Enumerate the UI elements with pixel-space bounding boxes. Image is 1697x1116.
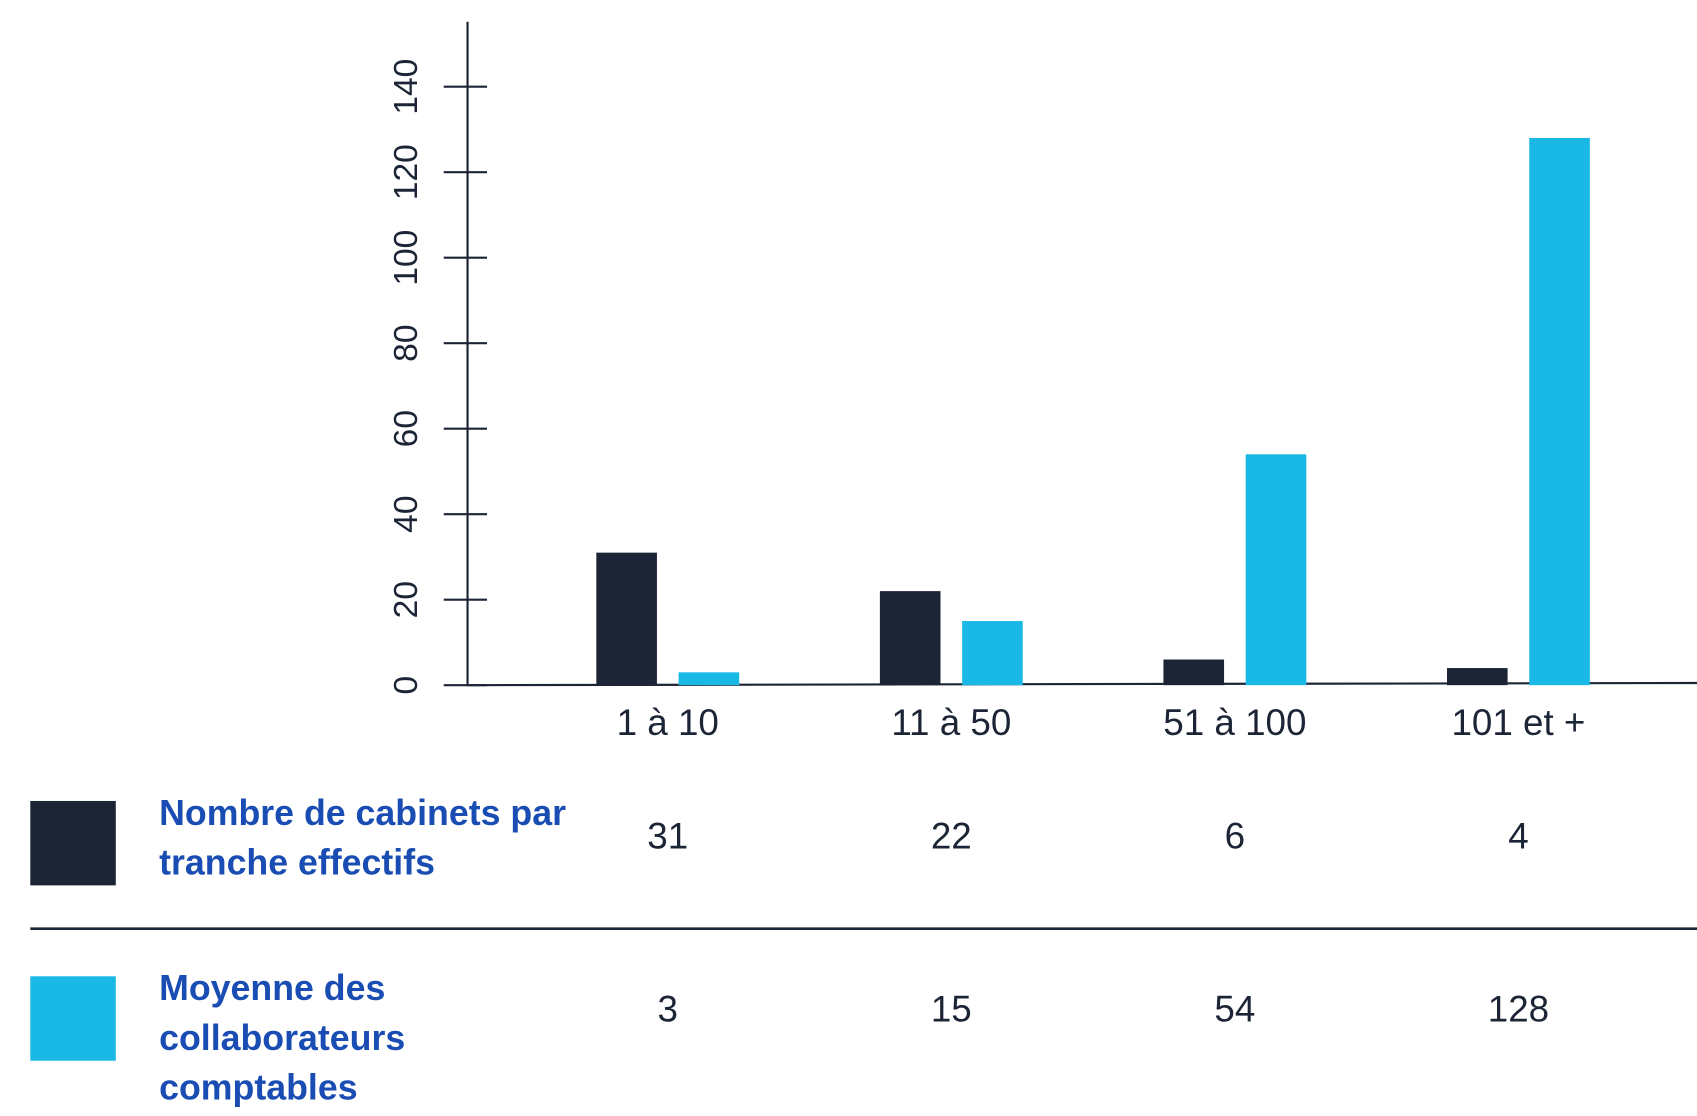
table-value: 128 [1488, 989, 1549, 1030]
y-tick-label: 80 [388, 325, 425, 362]
bar [596, 552, 657, 686]
x-tick-label: 51 à 100 [1163, 702, 1306, 743]
bar [1446, 668, 1508, 686]
bar [1245, 454, 1307, 686]
bar [879, 591, 941, 686]
table-value: 6 [1225, 816, 1245, 857]
table-value: 22 [931, 816, 972, 857]
legend-label-box: Moyenne des collaborateurs comptables [159, 967, 406, 1108]
y-tick-label: 40 [388, 496, 425, 533]
table-value: 4 [1508, 816, 1528, 857]
y-tick-label: 100 [388, 230, 425, 286]
legend-swatch [30, 800, 116, 886]
table-value: 15 [931, 989, 972, 1030]
bar [962, 621, 1023, 686]
x-tick-label: 11 à 50 [891, 702, 1011, 743]
legend-swatch [30, 976, 116, 1061]
table-value: 3 [658, 989, 678, 1030]
bar [1529, 137, 1590, 686]
legend-label: Nombre de cabinets par tranche effectifs [159, 792, 566, 883]
y-tick-label: 60 [388, 410, 425, 447]
y-tick-label: 120 [388, 144, 425, 200]
legend-label: Moyenne des collaborateurs comptables [159, 967, 406, 1108]
y-tick-label: 0 [388, 676, 425, 695]
x-tick-label: 101 et + [1451, 702, 1585, 743]
y-tick-label: 140 [388, 59, 425, 115]
x-tick-label: 1 à 10 [617, 702, 719, 743]
table-value: 54 [1214, 989, 1255, 1030]
bar [1163, 659, 1225, 686]
bar [678, 672, 740, 686]
legend-label-box: Nombre de cabinets par tranche effectifs [159, 792, 566, 883]
table-value: 31 [647, 816, 688, 857]
y-tick-label: 20 [388, 581, 425, 618]
